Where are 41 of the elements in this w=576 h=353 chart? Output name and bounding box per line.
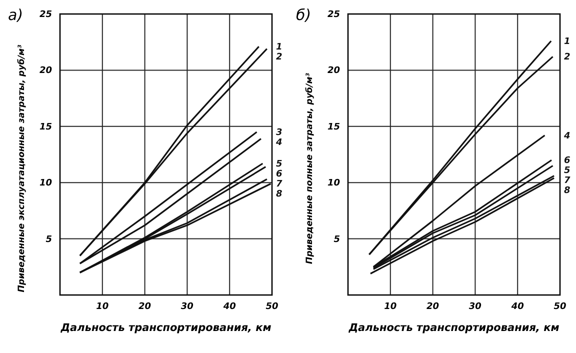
x-tick-label: 10 [96, 302, 109, 312]
y-tick-label: 25 [39, 10, 52, 20]
series-label: 2 [276, 52, 282, 63]
series-label: 8 [564, 186, 570, 196]
y-tick-label: 20 [39, 66, 52, 76]
x-tick-label: 50 [554, 302, 566, 312]
series-label: 1 [564, 36, 570, 47]
x-tick-label: 40 [222, 302, 236, 312]
series-label: 5 [276, 159, 282, 170]
series-label: 1 [276, 42, 282, 53]
text: 4 [563, 131, 570, 142]
x-tick-label: 50 [266, 302, 278, 312]
x-tick-label: 30 [468, 302, 482, 312]
series-label: 7 [564, 176, 571, 186]
y-axis-title: Приведенные эксплуатационные затраты, руб/м³ [17, 44, 27, 292]
y-tick-label: 15 [39, 122, 52, 132]
text: 3 [276, 128, 282, 138]
y-tick-label: 5 [334, 234, 340, 245]
x-tick-label: 20 [426, 302, 440, 312]
x-axis-title: Дальность транспортирования, км [348, 322, 560, 334]
y-tick-label: 10 [39, 178, 52, 189]
chart-title: а) [8, 6, 24, 24]
series-label: 4 [275, 138, 282, 148]
y-tick-label: 5 [46, 234, 52, 245]
series-label: 7 [276, 179, 283, 190]
x-tick-label: 10 [384, 302, 397, 312]
series-label: 6 [564, 156, 570, 166]
series-label: 8 [276, 189, 282, 200]
y-tick-label: 10 [327, 178, 340, 189]
series-label: 6 [276, 169, 282, 180]
chart-title: б) [296, 6, 312, 24]
y-tick-label: 20 [327, 66, 340, 76]
series-label: 2 [564, 52, 570, 63]
x-tick-label: 20 [138, 302, 152, 312]
x-tick-label: 40 [510, 302, 524, 312]
series-label: 5 [564, 166, 570, 176]
y-tick-label: 25 [327, 10, 340, 20]
y-axis-title: Приведенные полные затраты, руб/м³ [305, 72, 315, 264]
x-axis-title: Дальность транспортирования, км [60, 322, 272, 334]
y-tick-label: 15 [327, 122, 340, 132]
x-tick-label: 30 [180, 302, 194, 312]
